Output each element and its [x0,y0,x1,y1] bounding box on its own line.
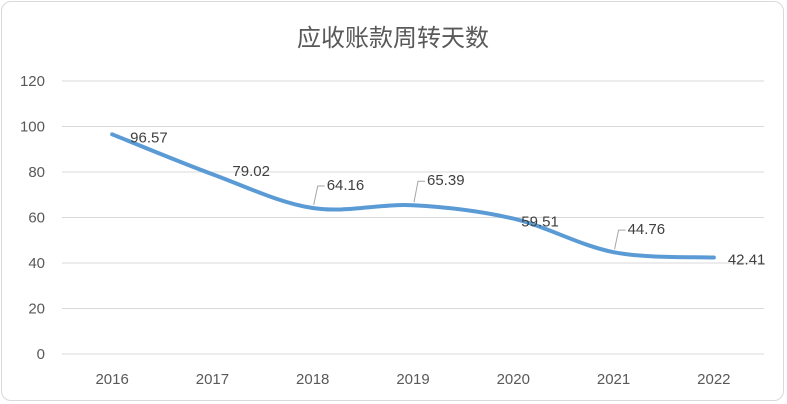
gridlines [62,80,764,355]
series-line [110,132,716,260]
x-tick-label: 2021 [597,371,630,388]
data-label: 42.41 [728,252,766,269]
data-label: 59.51 [521,214,559,231]
y-axis-ticks: 0 20 40 60 80 100 120 [20,73,45,363]
y-tick-label: 40 [28,255,45,272]
x-tick-label: 2016 [95,371,128,388]
data-label: 96.57 [130,129,168,146]
data-label-leader [413,180,425,203]
data-label: 44.76 [628,221,666,238]
y-tick-label: 60 [28,210,45,227]
x-tick-label: 2017 [196,371,229,388]
y-tick-label: 120 [20,73,45,90]
data-label-leader [313,185,325,206]
y-tick-label: 80 [28,164,45,181]
series-group [110,132,716,260]
x-tick-label: 2022 [697,371,730,388]
y-tick-label: 0 [37,346,45,363]
x-tick-label: 2018 [296,371,329,388]
data-label: 65.39 [427,172,465,189]
y-tick-label: 20 [28,301,45,318]
x-tick-label: 2020 [497,371,530,388]
chart-title: 应收账款周转天数 [297,24,489,52]
data-labels: 96.57 79.02 64.16 65.39 59.51 44.76 42.41 [130,129,765,268]
x-axis-ticks: 2016 2017 2018 2019 2020 2021 2022 [95,371,730,388]
data-label: 79.02 [232,163,270,180]
data-label-leader [614,229,626,250]
data-label: 64.16 [327,177,365,194]
x-tick-label: 2019 [396,371,429,388]
y-tick-label: 100 [20,119,45,136]
